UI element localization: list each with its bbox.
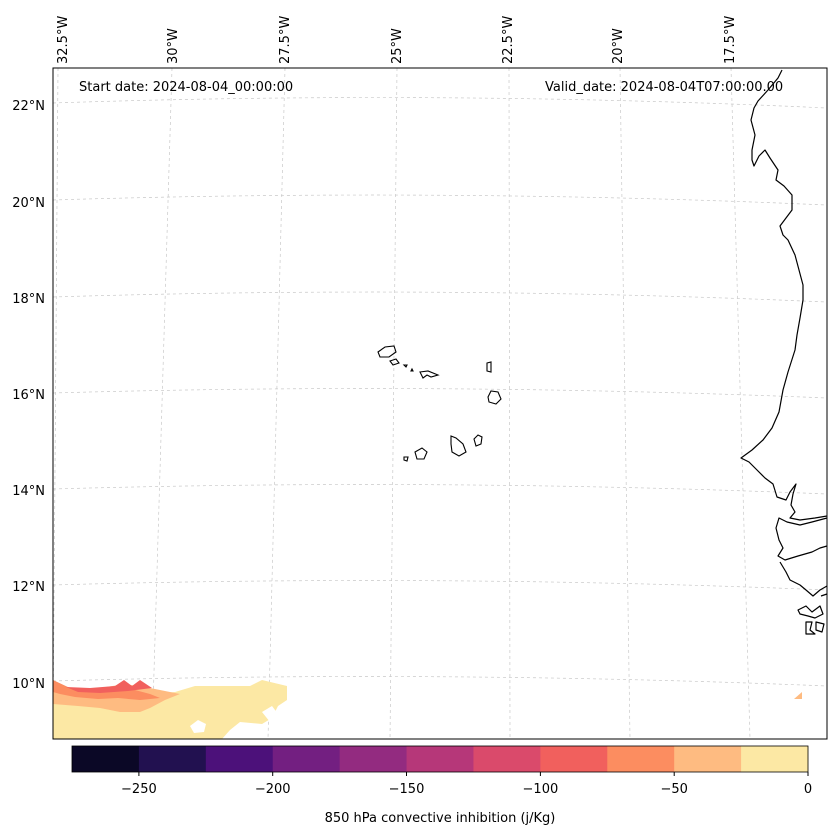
lon-gridline: [508, 67, 511, 740]
island-brava: [403, 456, 409, 462]
colorbar-tick-label: −250: [121, 782, 157, 797]
island-santa-luzia: [402, 364, 408, 368]
lat-gridline: [52, 291, 828, 303]
valid-date-label: Valid_date: 2024-08-04T07:00:00.00: [545, 80, 783, 95]
cabo-verde-islands: [377, 345, 502, 462]
lat-label: 10°N: [12, 677, 45, 692]
colorbar-swatch: [741, 746, 809, 772]
lon-gridline: [52, 67, 59, 740]
lon-label: 27.5°W: [278, 16, 293, 64]
lon-label: 32.5°W: [56, 16, 71, 64]
colorbar-label: 850 hPa convective inhibition (j/Kg): [325, 811, 556, 826]
island-santiago: [450, 435, 467, 457]
map-background: [53, 68, 827, 739]
lat-gridline: [52, 194, 828, 206]
island-fogo: [414, 447, 428, 460]
map-border: [52, 67, 828, 740]
lon-gridline: [619, 67, 631, 740]
island-sao-vicente: [389, 358, 400, 366]
longitude-labels: 32.5°W 30°W 27.5°W 25°W 22.5°W 20°W 17.5…: [56, 16, 738, 64]
coastline-mauritania-senegal: [740, 69, 828, 521]
colorbar: −250 −200 −150 −100 −50 0 850 hPa convec…: [71, 745, 812, 826]
colorbar-swatch: [674, 746, 742, 772]
lat-label: 20°N: [12, 196, 45, 211]
colorbar-swatch: [540, 746, 608, 772]
contour-hole: [262, 706, 278, 722]
coastline-gambia-guinea: [775, 517, 828, 635]
lon-label: 30°W: [166, 28, 181, 64]
latitude-labels: 22°N 20°N 18°N 16°N 14°N 12°N 10°N: [12, 99, 45, 692]
colorbar-ticks: −250 −200 −150 −100 −50 0: [121, 772, 812, 797]
colorbar-swatch: [272, 746, 341, 772]
lon-label: 25°W: [390, 28, 405, 64]
island-boa-vista: [487, 390, 502, 405]
island-santo-antao: [377, 345, 397, 358]
colorbar-tick-label: −100: [523, 782, 559, 797]
lon-label: 20°W: [611, 28, 626, 64]
graticule: [52, 67, 828, 740]
colorbar-swatch: [339, 746, 408, 772]
island-sao-nicolau: [410, 367, 440, 379]
colorbar-swatches: [72, 746, 809, 772]
colorbar-swatch: [473, 746, 541, 772]
lon-label: 22.5°W: [501, 16, 516, 64]
colorbar-swatch: [72, 746, 140, 772]
lat-label: 12°N: [12, 580, 45, 595]
west-africa-coastline: [740, 69, 828, 635]
lon-gridline: [730, 67, 751, 740]
colorbar-swatch: [406, 746, 474, 772]
lat-label: 14°N: [12, 484, 45, 499]
colorbar-swatch: [607, 746, 675, 772]
colorbar-tick-label: −150: [389, 782, 425, 797]
contour-minus75-to-minus100: [66, 680, 152, 693]
island-maio: [473, 434, 483, 447]
contour-0-to-minus25: [53, 680, 287, 739]
lon-gridline: [389, 67, 398, 740]
colorbar-tick-label: 0: [804, 782, 812, 797]
colorbar-tick-label: −50: [660, 782, 687, 797]
lat-gridline: [52, 484, 828, 495]
colorbar-border: [71, 745, 809, 773]
colorbar-swatch: [205, 746, 274, 772]
contour-small-patch: [794, 692, 802, 699]
cin-contours: [53, 680, 802, 739]
start-date-label: Start date: 2024-08-04_00:00:00: [79, 80, 293, 95]
lon-gridline: [151, 67, 173, 740]
lat-label: 18°N: [12, 292, 45, 307]
lat-gridline: [52, 676, 828, 687]
map-panel: Start date: 2024-08-04_00:00:00 Valid_da…: [52, 67, 828, 740]
colorbar-tick-label: −200: [255, 782, 291, 797]
lon-label: 17.5°W: [723, 16, 738, 64]
lat-label: 16°N: [12, 388, 45, 403]
contour-hole: [190, 720, 206, 733]
lat-gridline: [52, 97, 828, 109]
lat-label: 22°N: [12, 99, 45, 114]
lon-gridline: [267, 67, 286, 740]
lat-gridline: [52, 580, 828, 591]
colorbar-swatch: [138, 746, 207, 772]
island-sal: [486, 361, 492, 373]
lat-gridline: [52, 388, 828, 399]
